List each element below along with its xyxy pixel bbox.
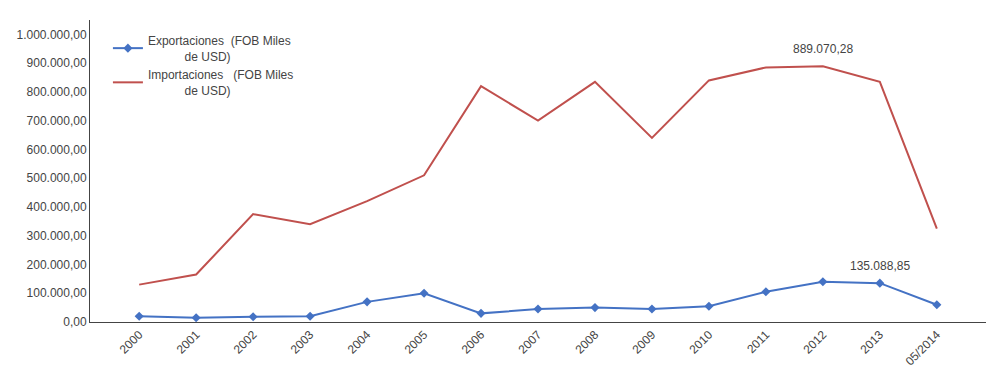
svg-text:900.000,00: 900.000,00	[27, 56, 87, 70]
svg-text:500.000,00: 500.000,00	[27, 171, 87, 185]
svg-text:2011: 2011	[744, 328, 772, 356]
svg-text:2002: 2002	[231, 328, 260, 357]
svg-text:2001: 2001	[174, 328, 203, 357]
svg-text:700.000,00: 700.000,00	[27, 114, 87, 128]
svg-text:2004: 2004	[345, 328, 374, 357]
svg-text:2007: 2007	[516, 328, 545, 357]
svg-text:100.000,00: 100.000,00	[27, 286, 87, 300]
svg-text:1.000.000,00: 1.000.000,00	[17, 28, 87, 42]
svg-text:2013: 2013	[857, 328, 886, 357]
svg-text:2003: 2003	[288, 328, 317, 357]
svg-text:2000: 2000	[117, 328, 146, 357]
svg-text:05/2014: 05/2014	[903, 328, 944, 369]
svg-text:2008: 2008	[573, 328, 602, 357]
svg-text:600.000,00: 600.000,00	[27, 143, 87, 157]
svg-text:Exportaciones (FOB Miles: Exportaciones (FOB Miles de USD)	[148, 34, 291, 64]
svg-text:300.000,00: 300.000,00	[27, 229, 87, 243]
svg-text:200.000,00: 200.000,00	[27, 258, 87, 272]
svg-text:889.070,28: 889.070,28	[793, 42, 853, 56]
svg-text:2005: 2005	[402, 328, 431, 357]
svg-text:135.088,85: 135.088,85	[850, 259, 910, 273]
svg-text:2010: 2010	[687, 328, 716, 357]
svg-text:2012: 2012	[800, 328, 829, 357]
svg-text:Importaciones (FOB Miles: Importaciones (FOB Miles de USD)	[148, 68, 293, 98]
svg-text:800.000,00: 800.000,00	[27, 85, 87, 99]
svg-text:0,00: 0,00	[63, 315, 87, 329]
svg-text:2009: 2009	[630, 328, 659, 357]
svg-text:2006: 2006	[459, 328, 488, 357]
svg-text:400.000,00: 400.000,00	[27, 200, 87, 214]
